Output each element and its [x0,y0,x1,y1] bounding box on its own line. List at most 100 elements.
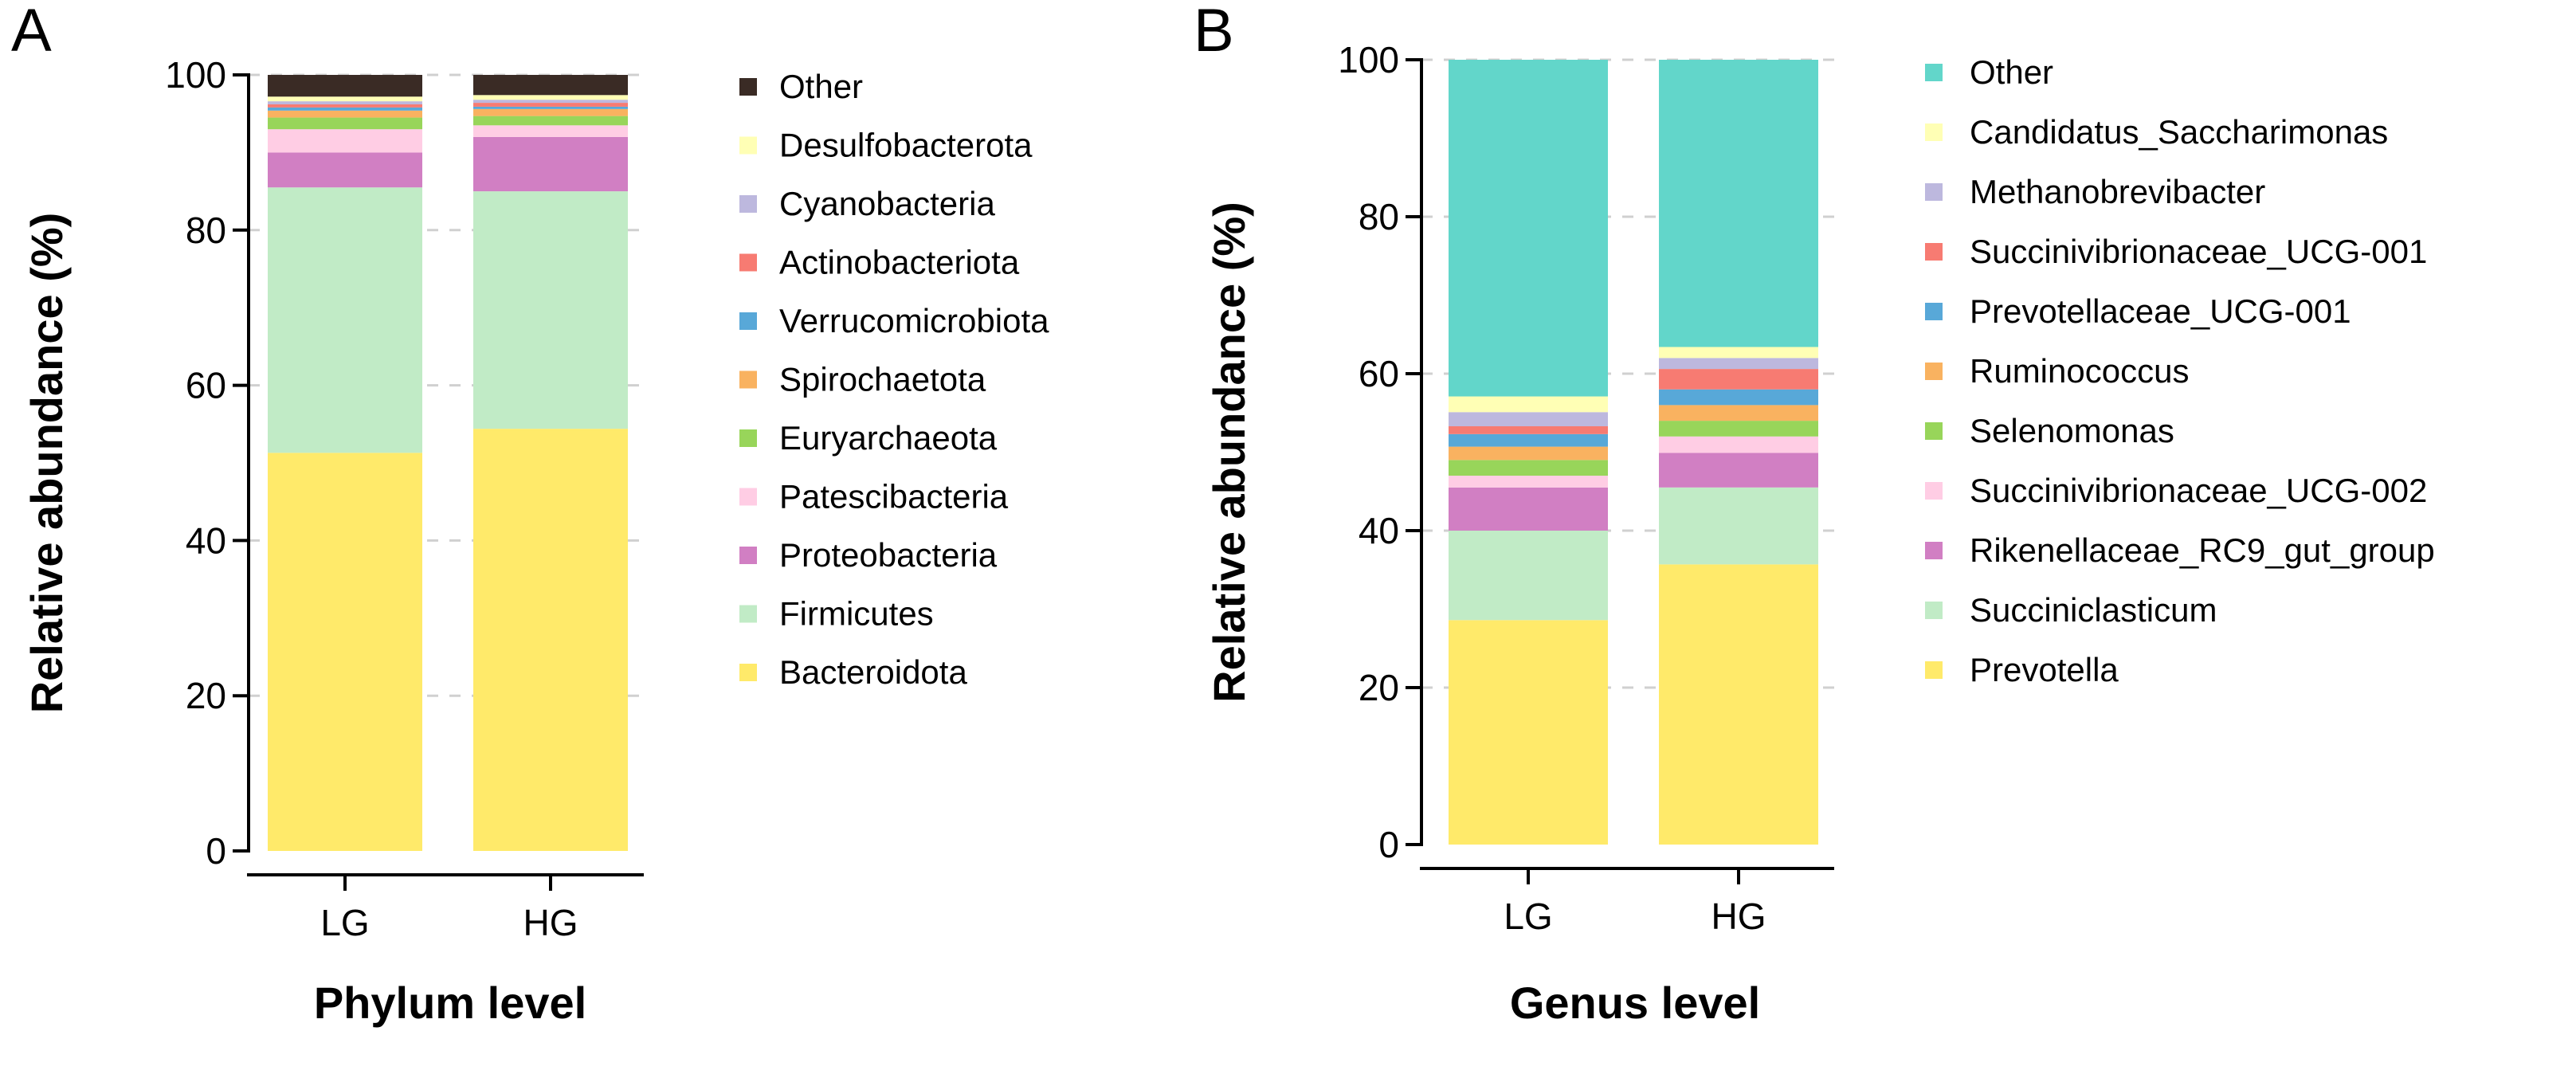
legend-swatch [739,488,757,506]
legend-label: Spirochaetota [779,361,986,398]
legend-label: Methanobrevibacter [1970,173,2265,210]
legend-swatch [739,136,757,155]
legend-label: Actinobacteriota [779,244,1020,281]
legend-swatch [1925,123,1943,141]
y-tick-label: 100 [1338,39,1399,80]
y-axis-title: Relative abundance (%) [22,213,72,714]
bar-segment [473,136,628,192]
bar-segment [268,152,422,188]
legend-swatch [739,195,757,213]
legend-swatch [1925,542,1943,559]
bar-segment [473,75,628,96]
bar-segment [1659,453,1818,488]
bar-segment [268,96,422,102]
y-tick-label: 100 [165,54,226,96]
bar-segment [473,125,628,137]
y-tick-label: 80 [186,210,226,251]
y-tick-label: 40 [186,519,226,561]
legend-label: Candidatus_Saccharimonas [1970,113,2388,151]
panel-a: A 0 20 40 60 80 100 LG HG Relative abundance (%) P… [11,0,1049,1028]
bar-segment [268,107,422,111]
legend-label: Bacteroidota [779,653,967,691]
bar-segment [268,101,422,105]
x-axis-title: Genus level [1510,978,1760,1028]
legend-label: Succinivibrionaceae_UCG-001 [1970,233,2427,270]
legend-swatch [1925,602,1943,619]
y-tick-label: 60 [1359,353,1399,394]
bar-segment [268,110,422,118]
bar-segment [1449,487,1608,531]
bar-segment [1659,405,1818,421]
bar-segment [473,106,628,109]
bar-segment [1659,389,1818,406]
bar-segment [1449,476,1608,488]
y-tick-label: 20 [186,675,226,716]
legend-swatch [1925,243,1943,261]
x-category-label: HG [523,902,578,943]
legend-label: Ruminococcus [1970,352,2189,390]
bar-segment [1449,446,1608,461]
legend-swatch [1925,482,1943,500]
bar-segment [1659,487,1818,565]
legend-label: Euryarchaeota [779,419,998,457]
x-category-label: LG [320,902,369,943]
legend-label: Other [779,68,863,105]
legend-swatch [739,605,757,623]
x-category-label: LG [1504,896,1552,937]
bar-segment [1659,421,1818,437]
bar-segment [1659,369,1818,390]
x-axis-title: Phylum level [314,978,586,1028]
bar-segment [473,100,628,104]
legend-label: Prevotellaceae_UCG-001 [1970,292,2351,330]
panel-letter: A [11,0,52,65]
panel-letter: B [1194,0,1234,65]
bar-segment [473,429,628,851]
legend-label: Firmicutes [779,595,934,633]
bar-segment [268,453,422,851]
legend-swatch [739,370,757,389]
bar-segment [1449,60,1608,397]
legend-swatch [1925,661,1943,679]
legend-label: Succinivibrionaceae_UCG-002 [1970,472,2427,509]
y-tick-label: 80 [1359,196,1399,237]
legend-label: Verrucomicrobiota [779,302,1049,339]
bar-segment [473,108,628,116]
bar-segment [1659,436,1818,453]
legend-swatch [739,429,757,447]
legend-label: Succiniclasticum [1970,591,2217,629]
legend-swatch [739,664,757,681]
y-tick-label: 40 [1359,510,1399,551]
bar-segment [473,116,628,126]
bar-segment [1449,412,1608,426]
legend-swatch [1925,183,1943,201]
legend-label: Desulfobacterota [779,127,1033,164]
legend-swatch [739,253,757,272]
y-tick-label: 0 [1378,824,1399,865]
legend-swatch [1925,363,1943,380]
bar-segment [1449,396,1608,413]
y-axis-title: Relative abundance (%) [1204,202,1254,703]
bar-segment [1449,620,1608,845]
y-tick-label: 0 [206,830,226,872]
y-tick-label: 60 [186,365,226,406]
bar-segment [1659,347,1818,359]
y-tick-label: 20 [1359,667,1399,708]
legend-label: Rikenellaceae_RC9_gut_group [1970,531,2435,569]
bar-segment [268,104,422,108]
legend-swatch [739,312,757,330]
bar-segment [268,117,422,130]
bar-segment [473,103,628,107]
legend-swatch [739,78,757,96]
bar-segment [1449,433,1608,447]
bar-segment [1449,460,1608,476]
bar-segment [1659,358,1818,370]
bar-segment [1449,425,1608,434]
legend-swatch [1925,64,1943,81]
legend-label: Selenomonas [1970,412,2174,449]
legend-label: Proteobacteria [779,536,998,574]
legend-swatch [739,547,757,564]
bar-segment [1659,564,1818,845]
panel-b: B 0 20 40 60 80 100 LG HG Relative abundance (%) G… [1194,0,2435,1028]
bar-segment [268,187,422,453]
